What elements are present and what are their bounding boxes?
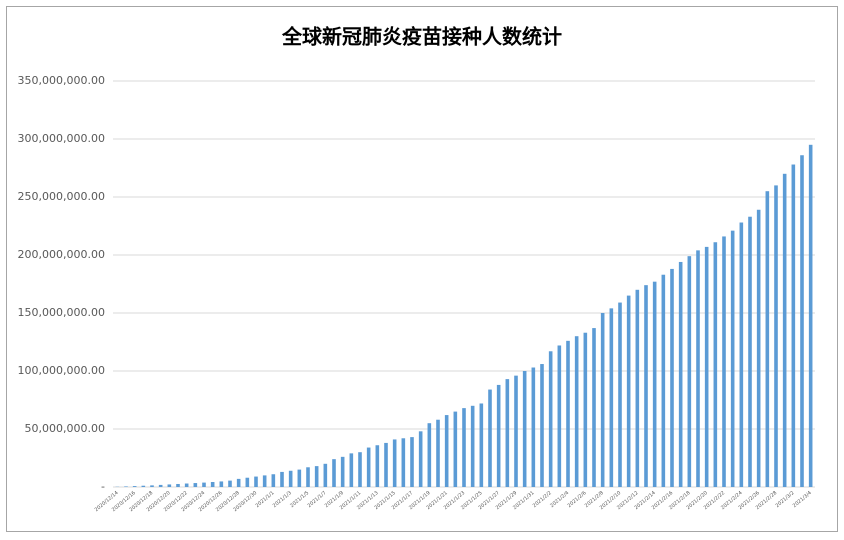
bar (237, 479, 241, 487)
bar (445, 415, 449, 487)
bar (280, 472, 284, 487)
bar (176, 484, 180, 487)
bar (220, 481, 224, 487)
y-tick-label: 150,000,000.00 (18, 306, 105, 319)
bar (740, 223, 744, 487)
bar (298, 470, 302, 487)
bar (497, 385, 501, 487)
bar (376, 445, 380, 487)
bar (471, 406, 475, 487)
bar (246, 478, 250, 487)
bar (514, 376, 518, 487)
bar (540, 364, 544, 487)
bar (168, 484, 172, 487)
bar (705, 247, 709, 487)
bar (332, 459, 336, 487)
y-tick-label: 250,000,000.00 (18, 190, 105, 203)
y-tick-label: 300,000,000.00 (18, 132, 105, 145)
bar (419, 431, 423, 487)
bar (133, 486, 137, 487)
bar (688, 256, 692, 487)
bar (722, 236, 726, 487)
bar (150, 485, 154, 487)
y-tick-label: 350,000,000.00 (18, 74, 105, 87)
bar (757, 210, 761, 487)
bar (618, 303, 622, 487)
bar (254, 477, 258, 487)
bar (393, 439, 397, 487)
bar (662, 275, 666, 487)
bar (566, 341, 570, 487)
bar (601, 313, 605, 487)
bar (358, 452, 362, 487)
bar (636, 290, 640, 487)
bar (142, 486, 146, 487)
chart-title: 全球新冠肺炎疫苗接种人数统计 (281, 25, 562, 49)
bar (783, 174, 787, 487)
bar (480, 403, 484, 487)
bar (324, 464, 328, 487)
bar (488, 390, 492, 487)
bar (341, 457, 345, 487)
bar (228, 481, 232, 487)
bar (410, 437, 414, 487)
y-tick-label: 50,000,000.00 (25, 422, 105, 435)
bar (644, 285, 648, 487)
y-tick-label: 200,000,000.00 (18, 248, 105, 261)
bar (731, 231, 735, 487)
bar (124, 486, 128, 487)
bar (263, 475, 267, 487)
bar (748, 217, 752, 487)
bar (159, 485, 163, 487)
bar (185, 484, 189, 487)
bar (714, 242, 718, 487)
bar (211, 482, 215, 487)
bar (584, 333, 588, 487)
bar (766, 191, 770, 487)
bar (558, 345, 562, 487)
bar (809, 145, 813, 487)
bar (792, 165, 796, 487)
bar (454, 412, 458, 487)
bar (402, 438, 406, 487)
bar (202, 483, 206, 487)
bar (670, 269, 674, 487)
bar (272, 474, 276, 487)
bar (428, 423, 432, 487)
bar (800, 155, 804, 487)
bar (315, 466, 319, 487)
bar (696, 250, 700, 487)
bar (653, 282, 657, 487)
bar (367, 448, 371, 487)
bar (532, 368, 536, 487)
bar (506, 379, 510, 487)
bar (549, 351, 553, 487)
bar (610, 308, 614, 487)
bar (575, 336, 579, 487)
bar (384, 443, 388, 487)
bar (774, 185, 778, 487)
bar (592, 328, 596, 487)
bar (194, 483, 198, 487)
bar (350, 453, 354, 487)
bar (306, 467, 310, 487)
y-tick-label: - (101, 480, 105, 493)
bar (289, 471, 293, 487)
y-tick-label: 100,000,000.00 (18, 364, 105, 377)
bar (436, 420, 440, 487)
bar (462, 408, 466, 487)
bar (523, 371, 527, 487)
bar (627, 296, 631, 487)
bar (679, 262, 683, 487)
